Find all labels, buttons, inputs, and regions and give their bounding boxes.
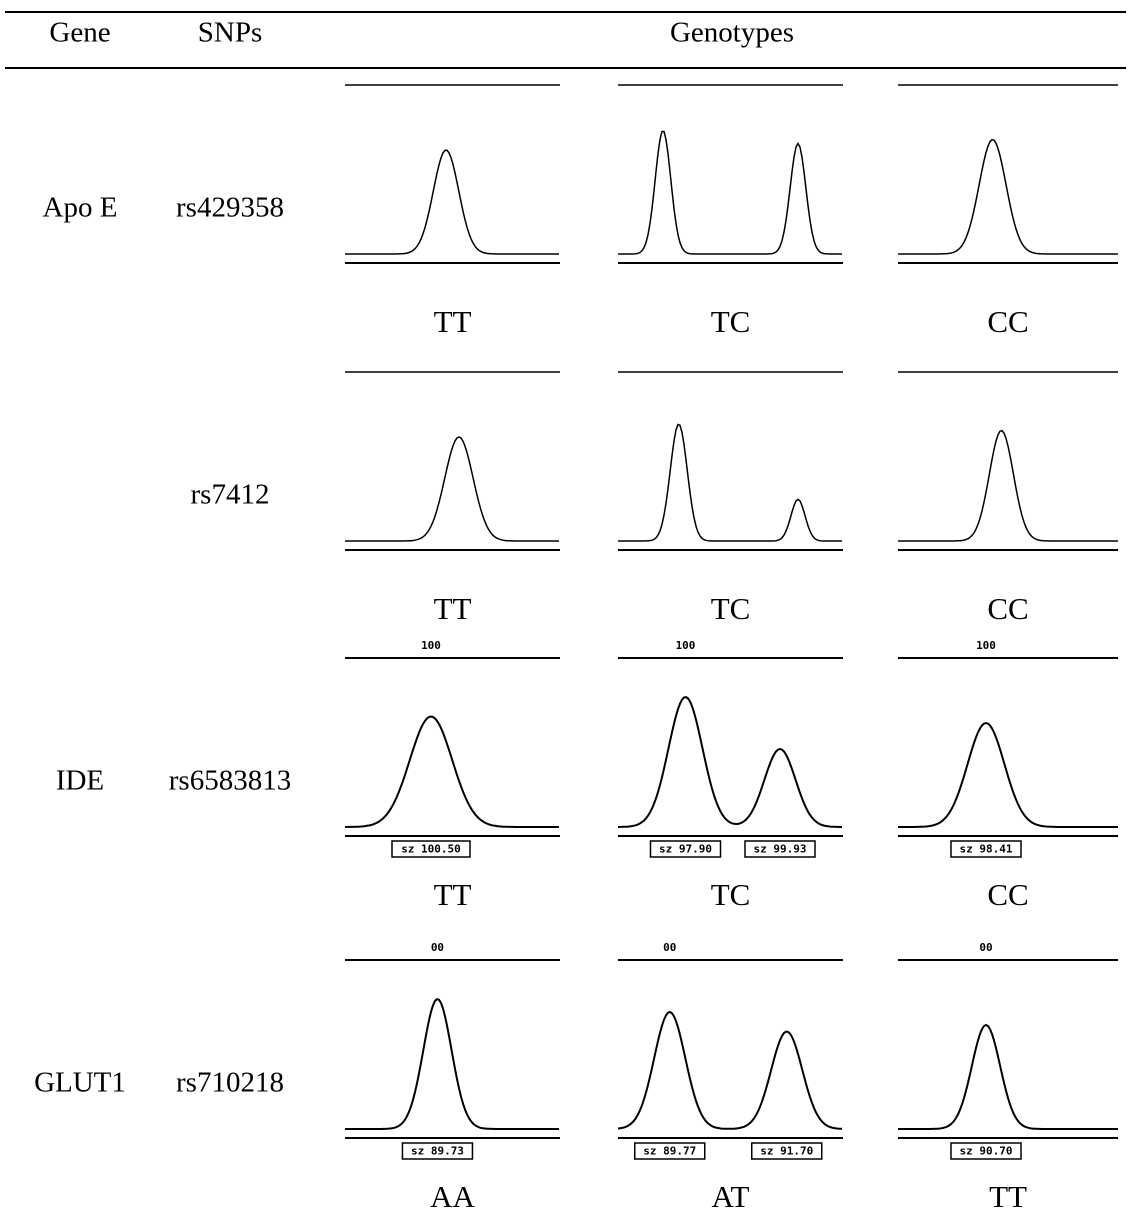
- trace: [618, 697, 842, 827]
- trace: [345, 999, 559, 1129]
- header-genotypes: Genotypes: [670, 17, 794, 49]
- size-label: sz 100.50: [401, 843, 461, 856]
- header-snps: SNPs: [198, 17, 263, 49]
- trace: [898, 723, 1118, 827]
- genotype-call: CC: [987, 591, 1028, 626]
- trace: [898, 1025, 1118, 1129]
- snp-id: rs7412: [191, 479, 270, 511]
- trace: [345, 437, 559, 541]
- genotype-call: TC: [711, 877, 751, 912]
- figure-table: Gene SNPs Genotypes Apo E rs429358 TT TC CC r…: [0, 0, 1131, 1232]
- genotype-call: TT: [989, 1179, 1027, 1214]
- genotype-call: TT: [434, 304, 472, 339]
- genotype-call: AT: [712, 1179, 750, 1214]
- genotype-call: TC: [711, 591, 751, 626]
- header-gene: Gene: [49, 17, 110, 49]
- trace: [345, 150, 559, 254]
- snp-id: rs710218: [176, 1067, 284, 1099]
- size-label: sz 89.73: [411, 1145, 464, 1158]
- genotype-call: TC: [711, 304, 751, 339]
- snp-id: rs429358: [176, 192, 284, 224]
- trace: [345, 717, 559, 828]
- scale-label: 100: [676, 639, 696, 652]
- gene-name: IDE: [56, 765, 104, 797]
- gene-name: GLUT1: [34, 1067, 126, 1099]
- trace: [898, 140, 1118, 254]
- genotype-call: TT: [434, 591, 472, 626]
- trace: [618, 1012, 842, 1129]
- genotype-call: CC: [987, 304, 1028, 339]
- scale-label: 00: [431, 941, 444, 954]
- scale-label: 100: [421, 639, 441, 652]
- trace: [618, 425, 842, 542]
- snp-id: rs6583813: [169, 765, 291, 797]
- genotype-call: CC: [987, 877, 1028, 912]
- size-label: sz 97.90: [659, 843, 712, 856]
- gene-name: Apo E: [43, 192, 118, 224]
- size-label: sz 98.41: [960, 843, 1013, 856]
- size-label: sz 90.70: [960, 1145, 1013, 1158]
- size-label: sz 99.93: [754, 843, 807, 856]
- scale-label: 100: [976, 639, 996, 652]
- size-label: sz 91.70: [760, 1145, 813, 1158]
- genotype-call: AA: [430, 1179, 475, 1214]
- scale-label: 00: [663, 941, 676, 954]
- genotype-call: TT: [434, 877, 472, 912]
- scale-label: 00: [979, 941, 992, 954]
- trace: [898, 431, 1118, 541]
- size-label: sz 89.77: [643, 1145, 696, 1158]
- trace: [618, 132, 842, 255]
